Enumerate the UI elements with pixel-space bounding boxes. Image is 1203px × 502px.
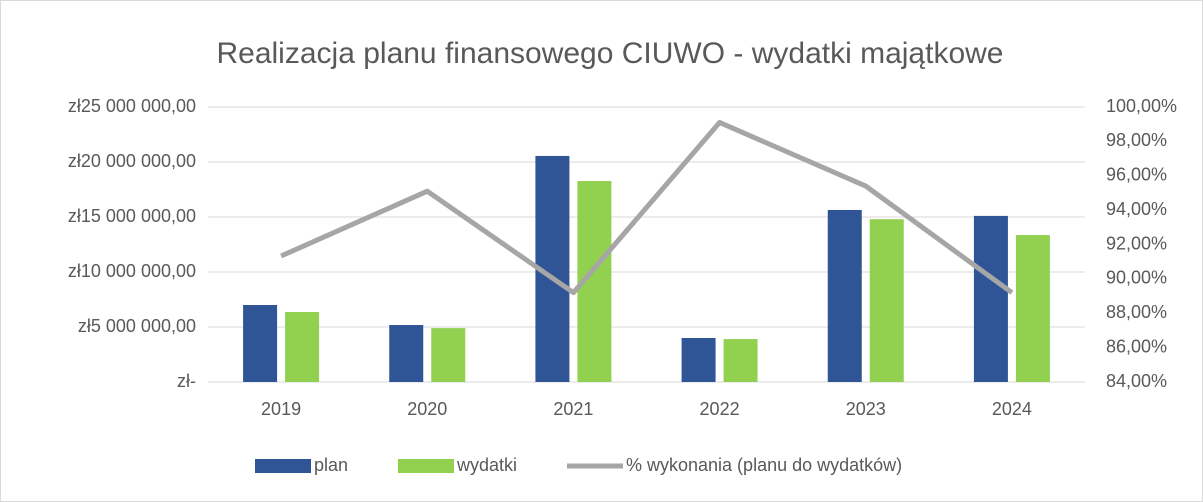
y2-tick-label: 92,00% (1106, 233, 1167, 253)
x-tick-label: 2024 (992, 399, 1032, 419)
x-tick-label: 2020 (407, 399, 447, 419)
y-tick-label: zł5 000 000,00 (78, 316, 196, 336)
bar (973, 215, 1008, 382)
x-tick-label: 2021 (553, 399, 593, 419)
y2-tick-label: 94,00% (1106, 199, 1167, 219)
bar (827, 209, 862, 382)
y-tick-label: zł25 000 000,00 (68, 96, 196, 116)
y2-tick-label: 90,00% (1106, 268, 1167, 288)
y2-tick-label: 88,00% (1106, 302, 1167, 322)
legend-swatch (255, 459, 311, 473)
y2-tick-label: 96,00% (1106, 165, 1167, 185)
bar (723, 339, 758, 382)
legend-label: % wykonania (planu do wydatków) (626, 455, 902, 475)
x-tick-label: 2019 (261, 399, 301, 419)
y-tick-label: zł20 000 000,00 (68, 151, 196, 171)
y2-tick-label: 98,00% (1106, 130, 1167, 150)
y-tick-label: zł10 000 000,00 (68, 261, 196, 281)
bar (681, 338, 716, 382)
legend-label: plan (314, 455, 348, 475)
line-series (280, 119, 1014, 296)
chart-title: Realizacja planu finansowego CIUWO - wyd… (216, 37, 1003, 70)
y2-tick-label: 86,00% (1106, 336, 1167, 356)
y-tick-label: zł15 000 000,00 (68, 206, 196, 226)
bar (1015, 235, 1050, 382)
bar (285, 312, 320, 382)
x-tick-label: 2023 (846, 399, 886, 419)
y-tick-label: zł- (177, 371, 196, 391)
bar (243, 305, 278, 382)
y2-tick-label: 84,00% (1106, 371, 1167, 391)
legend-label: wydatki (456, 455, 517, 475)
bar (431, 328, 466, 382)
legend-swatch (398, 459, 454, 473)
bar (389, 325, 424, 382)
bar (869, 219, 904, 382)
x-tick-label: 2022 (700, 399, 740, 419)
y2-tick-label: 100,00% (1106, 96, 1177, 116)
